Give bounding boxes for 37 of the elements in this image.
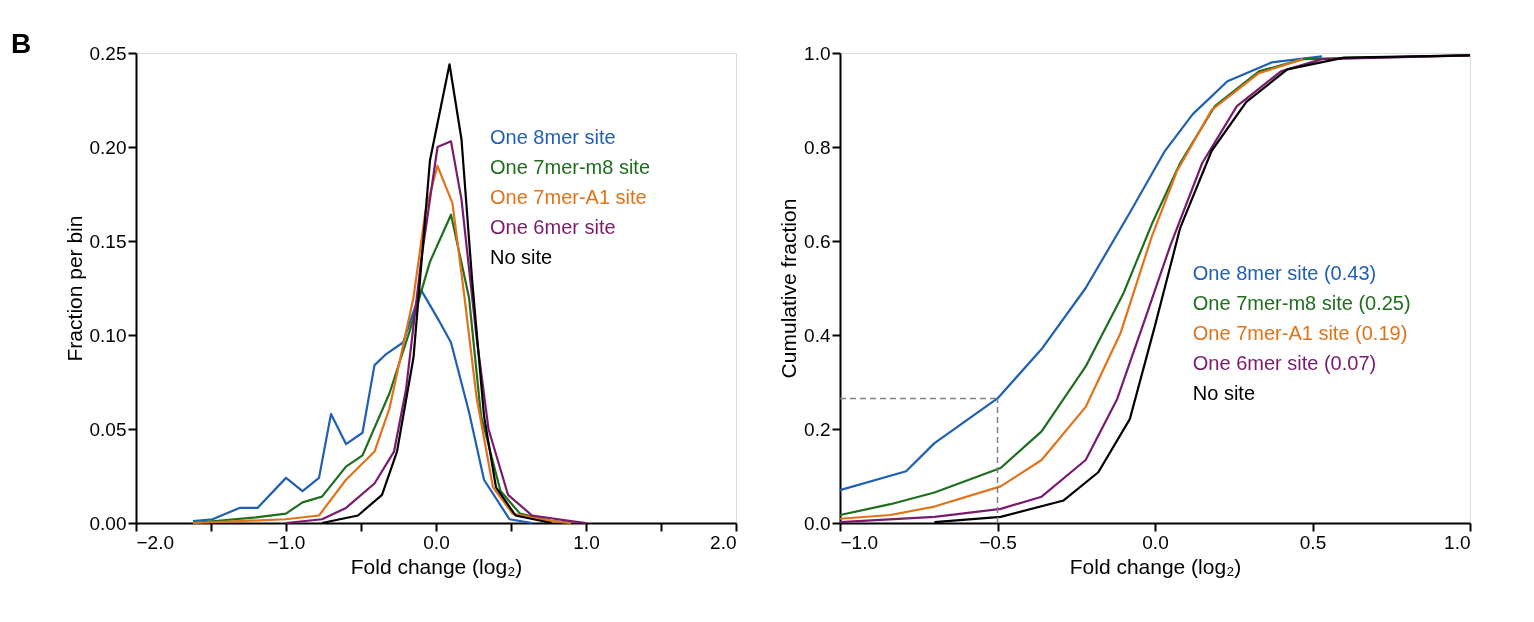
y-axis-title: Fraction per bin	[62, 215, 86, 362]
x-tick-label: 0.0	[423, 531, 450, 553]
y-tick-label: 0.2	[804, 418, 831, 440]
y-tick-label: 0.10	[89, 324, 127, 346]
x-tick-label: 1.0	[1444, 531, 1471, 553]
x-tick-label: −0.5	[979, 531, 1017, 553]
x-tick-label: 0.0	[1142, 531, 1169, 553]
y-tick-label: 0.6	[804, 230, 831, 252]
x-axis-title: Fold change (log₂)	[1069, 554, 1242, 578]
y-tick-label: 0.25	[89, 42, 127, 64]
text: One 7mer-m8 site (0.25)	[1192, 291, 1411, 314]
x-tick-label: −1.0	[267, 531, 306, 553]
text: No site	[1192, 381, 1256, 404]
text: B	[11, 28, 32, 59]
x-tick-label: −1.0	[840, 531, 879, 553]
text: One 7mer-A1 site (0.19)	[1192, 321, 1408, 344]
y-tick-label: 0.00	[89, 512, 127, 534]
series-label: One 7mer-A1 site	[490, 185, 647, 208]
y-tick-label: 0.0	[804, 512, 831, 534]
y-axis-title: Cumulative fraction	[777, 198, 801, 379]
text: One 7mer-m8 site	[490, 155, 651, 178]
x-axis-title: Fold change (log₂)	[350, 554, 523, 578]
series-label: No site	[490, 245, 553, 268]
x-tick-label: −2.0	[136, 531, 175, 553]
text: One 8mer site (0.43)	[1192, 261, 1377, 284]
y-tick-label: 0.4	[804, 324, 831, 346]
y-tick-label: 0.8	[804, 136, 831, 158]
y-tick-label: 0.05	[89, 418, 127, 440]
y-tick-label: 1.0	[804, 42, 831, 64]
x-tick-label: 2.0	[710, 531, 737, 553]
y-tick-label: 0.15	[89, 230, 127, 252]
x-tick-label: 1.0	[573, 531, 600, 553]
series-label: One 6mer site	[490, 215, 616, 238]
text: One 6mer site (0.07)	[1192, 351, 1377, 374]
y-tick-label: 0.20	[89, 136, 127, 158]
x-tick-label: 0.5	[1299, 531, 1327, 553]
text: One 8mer site	[490, 125, 616, 148]
